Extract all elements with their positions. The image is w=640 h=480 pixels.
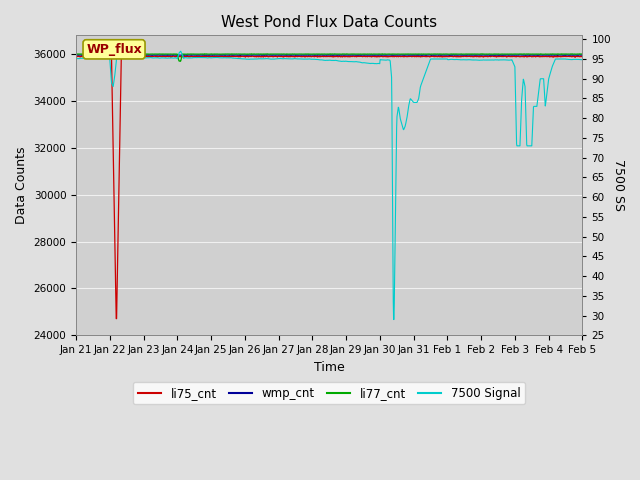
Legend: li75_cnt, wmp_cnt, li77_cnt, 7500 Signal: li75_cnt, wmp_cnt, li77_cnt, 7500 Signal bbox=[133, 382, 525, 404]
X-axis label: Time: Time bbox=[314, 360, 344, 373]
Y-axis label: Data Counts: Data Counts bbox=[15, 146, 28, 224]
Title: West Pond Flux Data Counts: West Pond Flux Data Counts bbox=[221, 15, 437, 30]
Y-axis label: 7500 SS: 7500 SS bbox=[612, 159, 625, 211]
Text: WP_flux: WP_flux bbox=[86, 43, 142, 56]
